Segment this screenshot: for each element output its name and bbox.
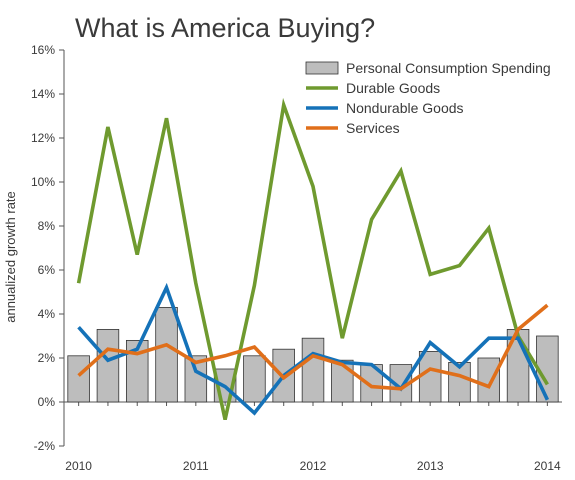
y-tick-label: 8% <box>38 219 56 233</box>
bar <box>418 350 442 403</box>
legend-label: Durable Goods <box>346 80 440 96</box>
y-tick-label: -2% <box>34 439 56 453</box>
plot-area: -2% 0% 2% 4% 6% 8% 10% 12% 14% 16% 2010 2011 2012 201… <box>31 43 562 473</box>
y-tick-label: 4% <box>38 307 56 321</box>
bar <box>96 328 120 403</box>
legend-swatch-bar <box>305 61 339 75</box>
y-tick-label: 6% <box>38 263 56 277</box>
bar <box>125 339 149 403</box>
series-line-services <box>77 303 549 391</box>
y-axis-title: annualized growth rate <box>3 191 18 323</box>
legend-label: Services <box>346 120 400 136</box>
y-tick-label: 2% <box>38 351 56 365</box>
legend-label: Personal Consumption Spending <box>346 60 551 76</box>
chart-title: What is America Buying? <box>75 13 375 43</box>
y-tick-label: 12% <box>31 131 55 145</box>
legend-label: Nondurable Goods <box>346 100 464 116</box>
x-tick-label: 2011 <box>183 459 209 473</box>
y-tick-label: 14% <box>31 87 55 101</box>
x-tick-label: 2012 <box>300 459 327 473</box>
y-tick-label: 0% <box>38 395 56 409</box>
y-tick-label: 10% <box>31 175 55 189</box>
x-tick-label: 2014 <box>534 459 561 473</box>
bar <box>67 355 90 403</box>
bar <box>301 337 325 403</box>
x-tick-label: 2010 <box>65 459 92 473</box>
series-line-durable-goods <box>76 97 549 420</box>
bar <box>448 361 471 403</box>
y-tick-label: 16% <box>31 43 55 57</box>
x-tick-label: 2013 <box>417 459 444 473</box>
bar <box>243 355 266 403</box>
series-line-nondurable-goods <box>77 282 550 416</box>
bar <box>155 306 178 403</box>
bar <box>477 357 501 403</box>
